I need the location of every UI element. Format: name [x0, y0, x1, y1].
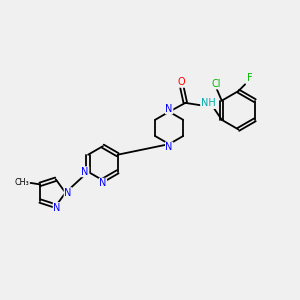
- Text: Cl: Cl: [212, 79, 221, 89]
- Text: N: N: [166, 142, 173, 152]
- Text: F: F: [247, 73, 253, 83]
- Text: NH: NH: [201, 98, 215, 109]
- Text: N: N: [64, 188, 71, 198]
- Text: N: N: [99, 178, 106, 188]
- Text: N: N: [53, 202, 61, 213]
- Text: CH₃: CH₃: [14, 178, 29, 188]
- Text: O: O: [178, 77, 186, 87]
- Text: N: N: [82, 167, 89, 177]
- Text: N: N: [166, 104, 173, 114]
